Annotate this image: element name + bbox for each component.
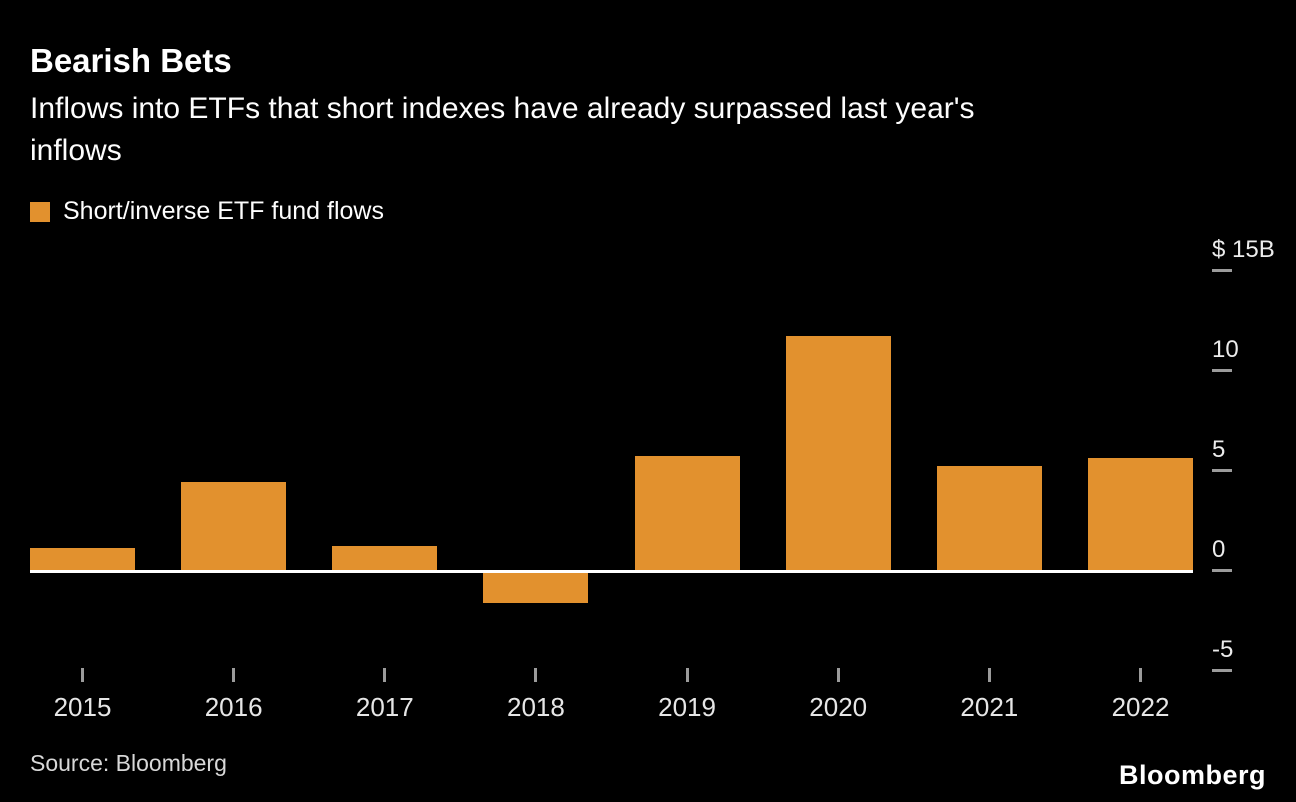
y-axis-tick-5 (1212, 469, 1232, 472)
bar-2018 (483, 573, 589, 603)
legend-label: Short/inverse ETF fund flows (63, 197, 384, 225)
x-axis-tick-2018 (534, 668, 538, 682)
bar-2022 (1088, 458, 1193, 570)
chart-subtitle-line2: inflows (30, 134, 122, 167)
legend-swatch (30, 201, 50, 222)
y-axis-label-5: 5 (1212, 436, 1226, 463)
x-axis-label-2022: 2022 (1111, 692, 1170, 722)
bar-2019 (634, 456, 740, 570)
bar-2020 (785, 336, 891, 570)
chart-subtitle: Inflows into ETFs that short indexes hav… (30, 88, 975, 172)
bloomberg-logo: Bloomberg (1118, 760, 1266, 790)
y-axis: $ 15B 10 5 0 -5 (1212, 236, 1296, 700)
zero-baseline (30, 570, 1193, 573)
y-axis-tick-10 (1212, 369, 1232, 372)
bar-2015 (30, 548, 135, 570)
y-axis-label-0: 0 (1212, 536, 1226, 563)
y-axis-label--5: -5 (1212, 636, 1234, 663)
x-axis-tick-2022 (1139, 668, 1142, 682)
x-axis-tick-2017 (383, 668, 387, 682)
x-axis-tick-2015 (81, 668, 84, 682)
bar-2021 (936, 466, 1042, 570)
bar-2017 (332, 546, 438, 570)
x-axis-label-2018: 2018 (507, 692, 565, 722)
x-axis-label-2016: 2016 (204, 692, 263, 722)
x-axis-label-2021: 2021 (960, 692, 1019, 722)
y-axis-label-15: $ 15B (1212, 236, 1275, 263)
y-axis-tick-0 (1212, 569, 1232, 572)
bar-2016 (181, 482, 287, 570)
x-axis-label-2015: 2015 (53, 692, 112, 722)
source-text: Source: Bloomberg (30, 750, 227, 776)
legend: Short/inverse ETF fund flows (30, 197, 384, 226)
x-axis-tick-2021 (987, 668, 991, 682)
x-axis-label-2019: 2019 (658, 692, 716, 722)
y-axis-label-10: 10 (1212, 336, 1239, 363)
x-axis-tick-2020 (836, 668, 840, 682)
chart-title: Bearish Bets (30, 42, 232, 79)
x-axis-tick-2016 (232, 668, 236, 682)
x-axis-label-2017: 2017 (355, 692, 414, 722)
chart-subtitle-line1: Inflows into ETFs that short indexes hav… (30, 92, 975, 125)
x-axis-label-2020: 2020 (809, 692, 868, 722)
x-axis-tick-2019 (685, 668, 689, 682)
y-axis-tick--5 (1212, 669, 1232, 672)
y-axis-tick-15 (1212, 269, 1232, 272)
bar-chart-plot-area: 2015 2016 2017 2018 2019 2020 2021 2022 (30, 240, 1193, 722)
